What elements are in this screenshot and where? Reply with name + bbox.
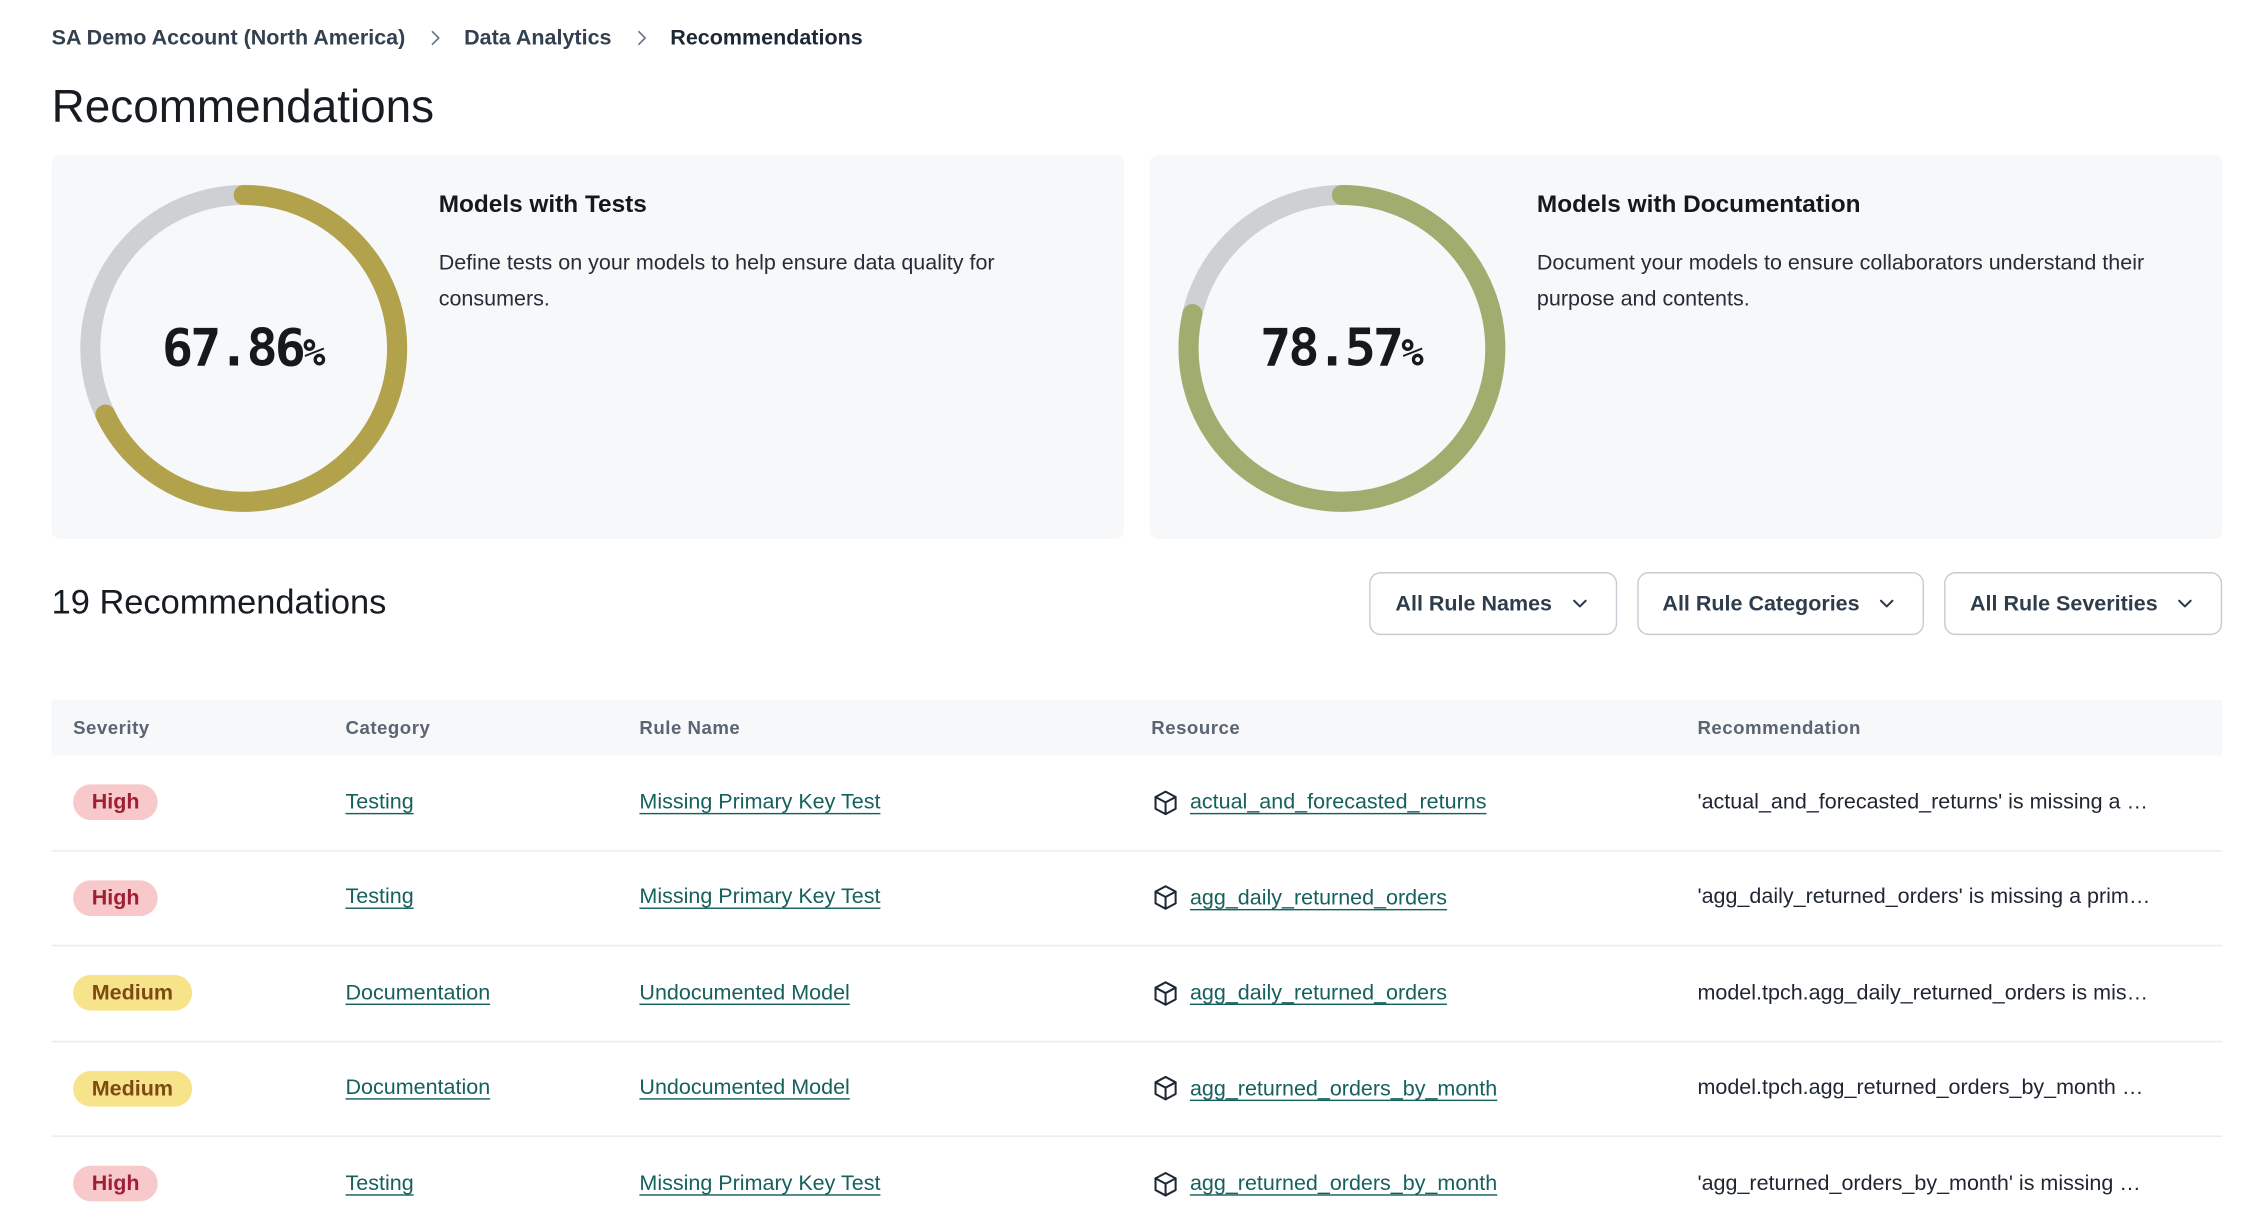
filter-label: All Rule Names [1395,591,1553,616]
filter-label: All Rule Categories [1662,591,1860,616]
summary-cards: 67.86% Models with Tests Define tests on… [51,154,2223,540]
recommendation-text: 'agg_daily_returned_orders' is missing a… [1697,884,2151,910]
model-cube-icon [1151,788,1180,817]
recommendation-text: model.tpch.agg_returned_orders_by_month … [1697,1075,2144,1100]
category-link[interactable]: Testing [345,884,414,910]
breadcrumb: SA Demo Account (North America) Data Ana… [52,26,2223,50]
table-row: High Testing Missing Primary Key Test ag… [52,1137,2223,1220]
models-with-tests-card: 67.86% Models with Tests Define tests on… [51,154,1124,540]
recommendation-text: 'agg_returned_orders_by_month' is missin… [1697,1170,2141,1196]
chevron-right-icon [630,27,652,49]
filter-bar: All Rule Names All Rule Categories All R… [1369,572,2223,636]
recommendations-count: 19 Recommendations [51,583,387,623]
category-link[interactable]: Testing [345,789,414,814]
table-row: Medium Documentation Undocumented Model … [51,1042,2223,1137]
models-with-tests-donut: 67.86% [79,184,409,514]
table-body: High Testing Missing Primary Key Test ac… [51,756,2223,1220]
model-cube-icon [1151,884,1180,913]
table-row: Medium Documentation Undocumented Model … [51,946,2223,1042]
donut-value-arc [1178,184,1506,512]
donut-percent-label: 67.86% [161,318,326,378]
donut-percent-label: 78.57% [1260,318,1424,378]
chevron-right-icon [424,27,446,49]
resource-link[interactable]: agg_returned_orders_by_month [1189,1171,1498,1197]
models-with-documentation-donut: 78.57% [1177,184,1507,514]
card-description: Define tests on your models to help ensu… [438,250,995,312]
severity-badge: Medium [73,1070,192,1107]
recommendations-list-header: 19 Recommendations All Rule Names All Ru… [52,571,2223,637]
model-cube-icon [1151,1074,1180,1103]
model-cube-icon [1151,1170,1180,1199]
filter-label: All Rule Severities [1970,591,2158,616]
table-row: High Testing Missing Primary Key Test ac… [51,756,2223,851]
severity-badge: Medium [73,975,192,1012]
table-row: High Testing Missing Primary Key Test ag… [51,851,2223,947]
rule-name-link[interactable]: Missing Primary Key Test [639,884,881,910]
column-header-category: Category [345,716,431,739]
card-description: Document your models to ensure collabora… [1536,250,2145,312]
resource-link[interactable]: agg_daily_returned_orders [1189,980,1448,1006]
column-header-severity: Severity [73,716,150,739]
severity-badge: High [73,879,159,916]
rule-names-filter[interactable]: All Rule Names [1369,572,1617,636]
resource-link[interactable]: actual_and_forecasted_returns [1189,790,1487,815]
rule-severities-filter[interactable]: All Rule Severities [1944,572,2223,636]
recommendation-text: 'actual_and_forecasted_returns' is missi… [1697,789,2148,814]
chevron-down-icon [2178,599,2192,608]
category-link[interactable]: Testing [345,1170,414,1196]
page-title: Recommendations [51,80,435,132]
model-cube-icon [1151,979,1180,1008]
models-with-documentation-card: 78.57% Models with Documentation Documen… [1149,154,2223,540]
rule-name-link[interactable]: Missing Primary Key Test [639,789,881,814]
column-header-recommendation: Recommendation [1697,716,1861,739]
rule-name-link[interactable]: Undocumented Model [639,1075,850,1100]
breadcrumb-item-current: Recommendations [670,25,863,51]
rule-categories-filter[interactable]: All Rule Categories [1636,572,1925,636]
column-header-resource: Resource [1151,716,1241,739]
card-title: Models with Tests [438,190,647,218]
chevron-down-icon [1572,599,1587,608]
card-title: Models with Documentation [1536,190,1861,218]
category-link[interactable]: Documentation [345,980,491,1005]
table-header: Severity Category Rule Name Resource Rec… [51,699,2223,756]
resource-link[interactable]: agg_returned_orders_by_month [1189,1076,1498,1101]
recommendations-table: Severity Category Rule Name Resource Rec… [51,699,2223,1220]
column-header-rule-name: Rule Name [639,716,741,739]
chevron-down-icon [1880,599,1894,608]
severity-badge: High [73,784,159,821]
breadcrumb-item-project[interactable]: Data Analytics [464,25,612,51]
rule-name-link[interactable]: Missing Primary Key Test [639,1170,881,1196]
severity-badge: High [73,1165,159,1202]
card-text-block: Models with Tests Define tests on your m… [439,191,1081,539]
breadcrumb-item-account[interactable]: SA Demo Account (North America) [51,25,406,51]
card-text-block: Models with Documentation Document your … [1537,191,2179,539]
recommendation-text: model.tpch.agg_daily_returned_orders is … [1697,980,2149,1005]
resource-link[interactable]: agg_daily_returned_orders [1189,885,1448,911]
donut-value-arc [80,184,408,512]
category-link[interactable]: Documentation [345,1075,491,1100]
rule-name-link[interactable]: Undocumented Model [639,980,850,1005]
